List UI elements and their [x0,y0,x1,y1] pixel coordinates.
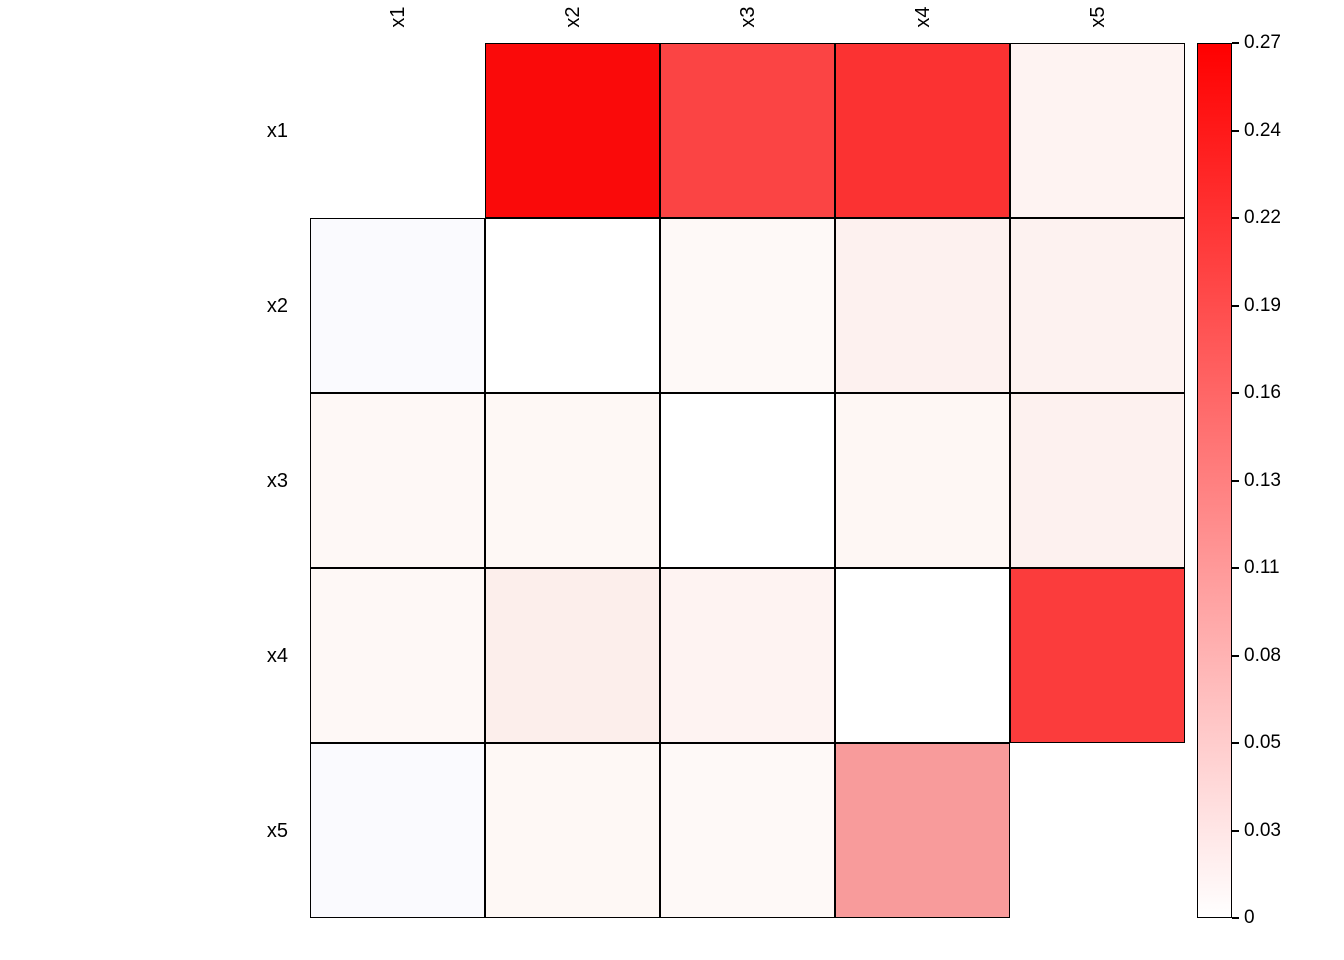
heatmap-cell-x3-x5 [1010,393,1185,568]
colorbar-tick: 0.27 [1232,32,1281,53]
colorbar-tick-label: 0.22 [1244,207,1281,228]
heatmap-cell-x2-x4 [835,218,1010,393]
colorbar-tick: 0.19 [1232,295,1281,316]
colorbar-tick-label: 0.03 [1244,820,1281,841]
heatmap-cell-x5-x3 [660,743,835,918]
colorbar-tick: 0.24 [1232,120,1281,141]
heatmap-cell-x3-x2 [485,393,660,568]
colorbar-tick: 0 [1232,907,1255,928]
heatmap-cell-x3-x1 [310,393,485,568]
heatmap-cell-x3-x3 [660,393,835,568]
tick-mark [1232,42,1239,44]
colorbar-tick: 0.16 [1232,382,1281,403]
tick-mark [1232,655,1239,657]
row-label-x5: x5 [266,820,288,842]
heatmap-cell-x4-x5 [1010,568,1185,743]
colorbar-tick-label: 0.11 [1244,557,1280,578]
heatmap-cell-x4-x3 [660,568,835,743]
heatmap-cell-x1-x5 [1010,43,1185,218]
tick-mark [1232,480,1239,482]
colorbar-tick: 0.08 [1232,645,1281,666]
colorbar-tick-label: 0 [1244,907,1255,928]
row-label-x4: x4 [266,645,288,667]
tick-mark [1232,567,1239,569]
colorbar-tick-label: 0.08 [1244,645,1281,666]
heatmap-cell-x1-x4 [835,43,1010,218]
heatmap-cell-x2-x5 [1010,218,1185,393]
colorbar-tick-label: 0.16 [1244,382,1281,403]
column-label-x1: x1 [387,6,409,28]
heatmap-cell-x4-x1 [310,568,485,743]
heatmap-cell-x5-x1 [310,743,485,918]
tick-mark [1232,305,1239,307]
colorbar-tick: 0.22 [1232,207,1281,228]
heatmap-cell-x4-x2 [485,568,660,743]
colorbar-tick-label: 0.19 [1244,295,1281,316]
tick-mark [1232,217,1239,219]
colorbar-tick-label: 0.13 [1244,470,1281,491]
colorbar-tick-label: 0.05 [1244,732,1281,753]
heatmap-cell-x2-x2 [485,218,660,393]
row-label-x2: x2 [266,295,288,317]
heatmap-cell-x5-x2 [485,743,660,918]
tick-mark [1232,130,1239,132]
heatmap-cell-x2-x1 [310,218,485,393]
heatmap-cell-x5-x4 [835,743,1010,918]
tick-mark [1232,392,1239,394]
colorbar-tick: 0.11 [1232,557,1280,578]
heatmap-cell-x3-x4 [835,393,1010,568]
heatmap-cell-x4-x4 [835,568,1010,743]
tick-mark [1232,742,1239,744]
heatmap-cell-x2-x3 [660,218,835,393]
colorbar [1197,43,1232,918]
colorbar-tick: 0.13 [1232,470,1281,491]
row-label-x1: x1 [266,120,288,142]
colorbar-tick: 0.05 [1232,732,1281,753]
colorbar-tick: 0.03 [1232,820,1281,841]
row-label-x3: x3 [266,470,288,492]
heatmap-cell-x1-x2 [485,43,660,218]
tick-mark [1232,830,1239,832]
colorbar-tick-label: 0.24 [1244,120,1281,141]
colorbar-tick-label: 0.27 [1244,32,1281,53]
heatmap-cell-x1-x3 [660,43,835,218]
tick-mark [1232,917,1239,919]
